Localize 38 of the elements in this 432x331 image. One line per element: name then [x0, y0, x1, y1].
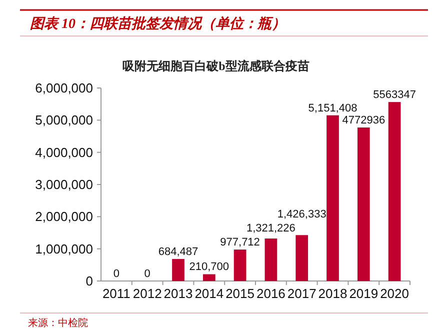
chart-title: 图表 10：四联苗批签发情况（单位：瓶） — [30, 16, 286, 32]
y-tick-label: 0 — [86, 274, 93, 288]
y-tick-label: 1,000,000 — [35, 241, 93, 256]
bar — [357, 127, 370, 281]
y-tick-label: 3,000,000 — [35, 177, 93, 192]
data-label: 5,151,408 — [308, 102, 358, 114]
data-label: 1,426,333 — [277, 208, 326, 221]
data-label: 1,321,226 — [246, 222, 296, 235]
bar — [264, 238, 278, 281]
data-label: 0 — [113, 268, 120, 280]
bar — [172, 258, 184, 281]
x-tick-label: 2016 — [256, 286, 286, 301]
bar — [326, 115, 339, 281]
bar — [388, 102, 401, 281]
data-label: 684,487 — [158, 246, 198, 258]
data-label: 210,700 — [189, 261, 230, 274]
y-tick-label: 5,000,000 — [35, 112, 93, 128]
y-tick-label: 6,000,000 — [35, 80, 93, 96]
x-tick-label: 2013 — [164, 286, 193, 301]
data-label: 5563347 — [373, 89, 416, 102]
x-tick-label: 2018 — [318, 286, 348, 301]
bar — [202, 274, 216, 281]
x-tick-label: 2012 — [132, 286, 162, 301]
x-tick-label: 2019 — [349, 286, 378, 301]
source-note: 来源：中检院 — [28, 317, 88, 329]
x-tick-label: 2011 — [102, 286, 130, 301]
bar — [234, 250, 246, 281]
data-label: 4772936 — [342, 114, 386, 126]
x-tick-label: 2017 — [287, 286, 316, 301]
y-tick-label: 4,000,000 — [35, 144, 93, 160]
x-tick-label: 2015 — [226, 286, 255, 301]
x-tick-label: 2020 — [380, 286, 410, 301]
chart-subtitle: 吸附无细胞百白破b型流感联合疫苗 — [122, 59, 310, 73]
y-tick-label: 2,000,000 — [35, 209, 93, 224]
x-tick-label: 2014 — [194, 286, 224, 301]
bar — [296, 235, 308, 281]
data-label: 977,712 — [220, 236, 260, 249]
data-label: 0 — [144, 268, 150, 280]
